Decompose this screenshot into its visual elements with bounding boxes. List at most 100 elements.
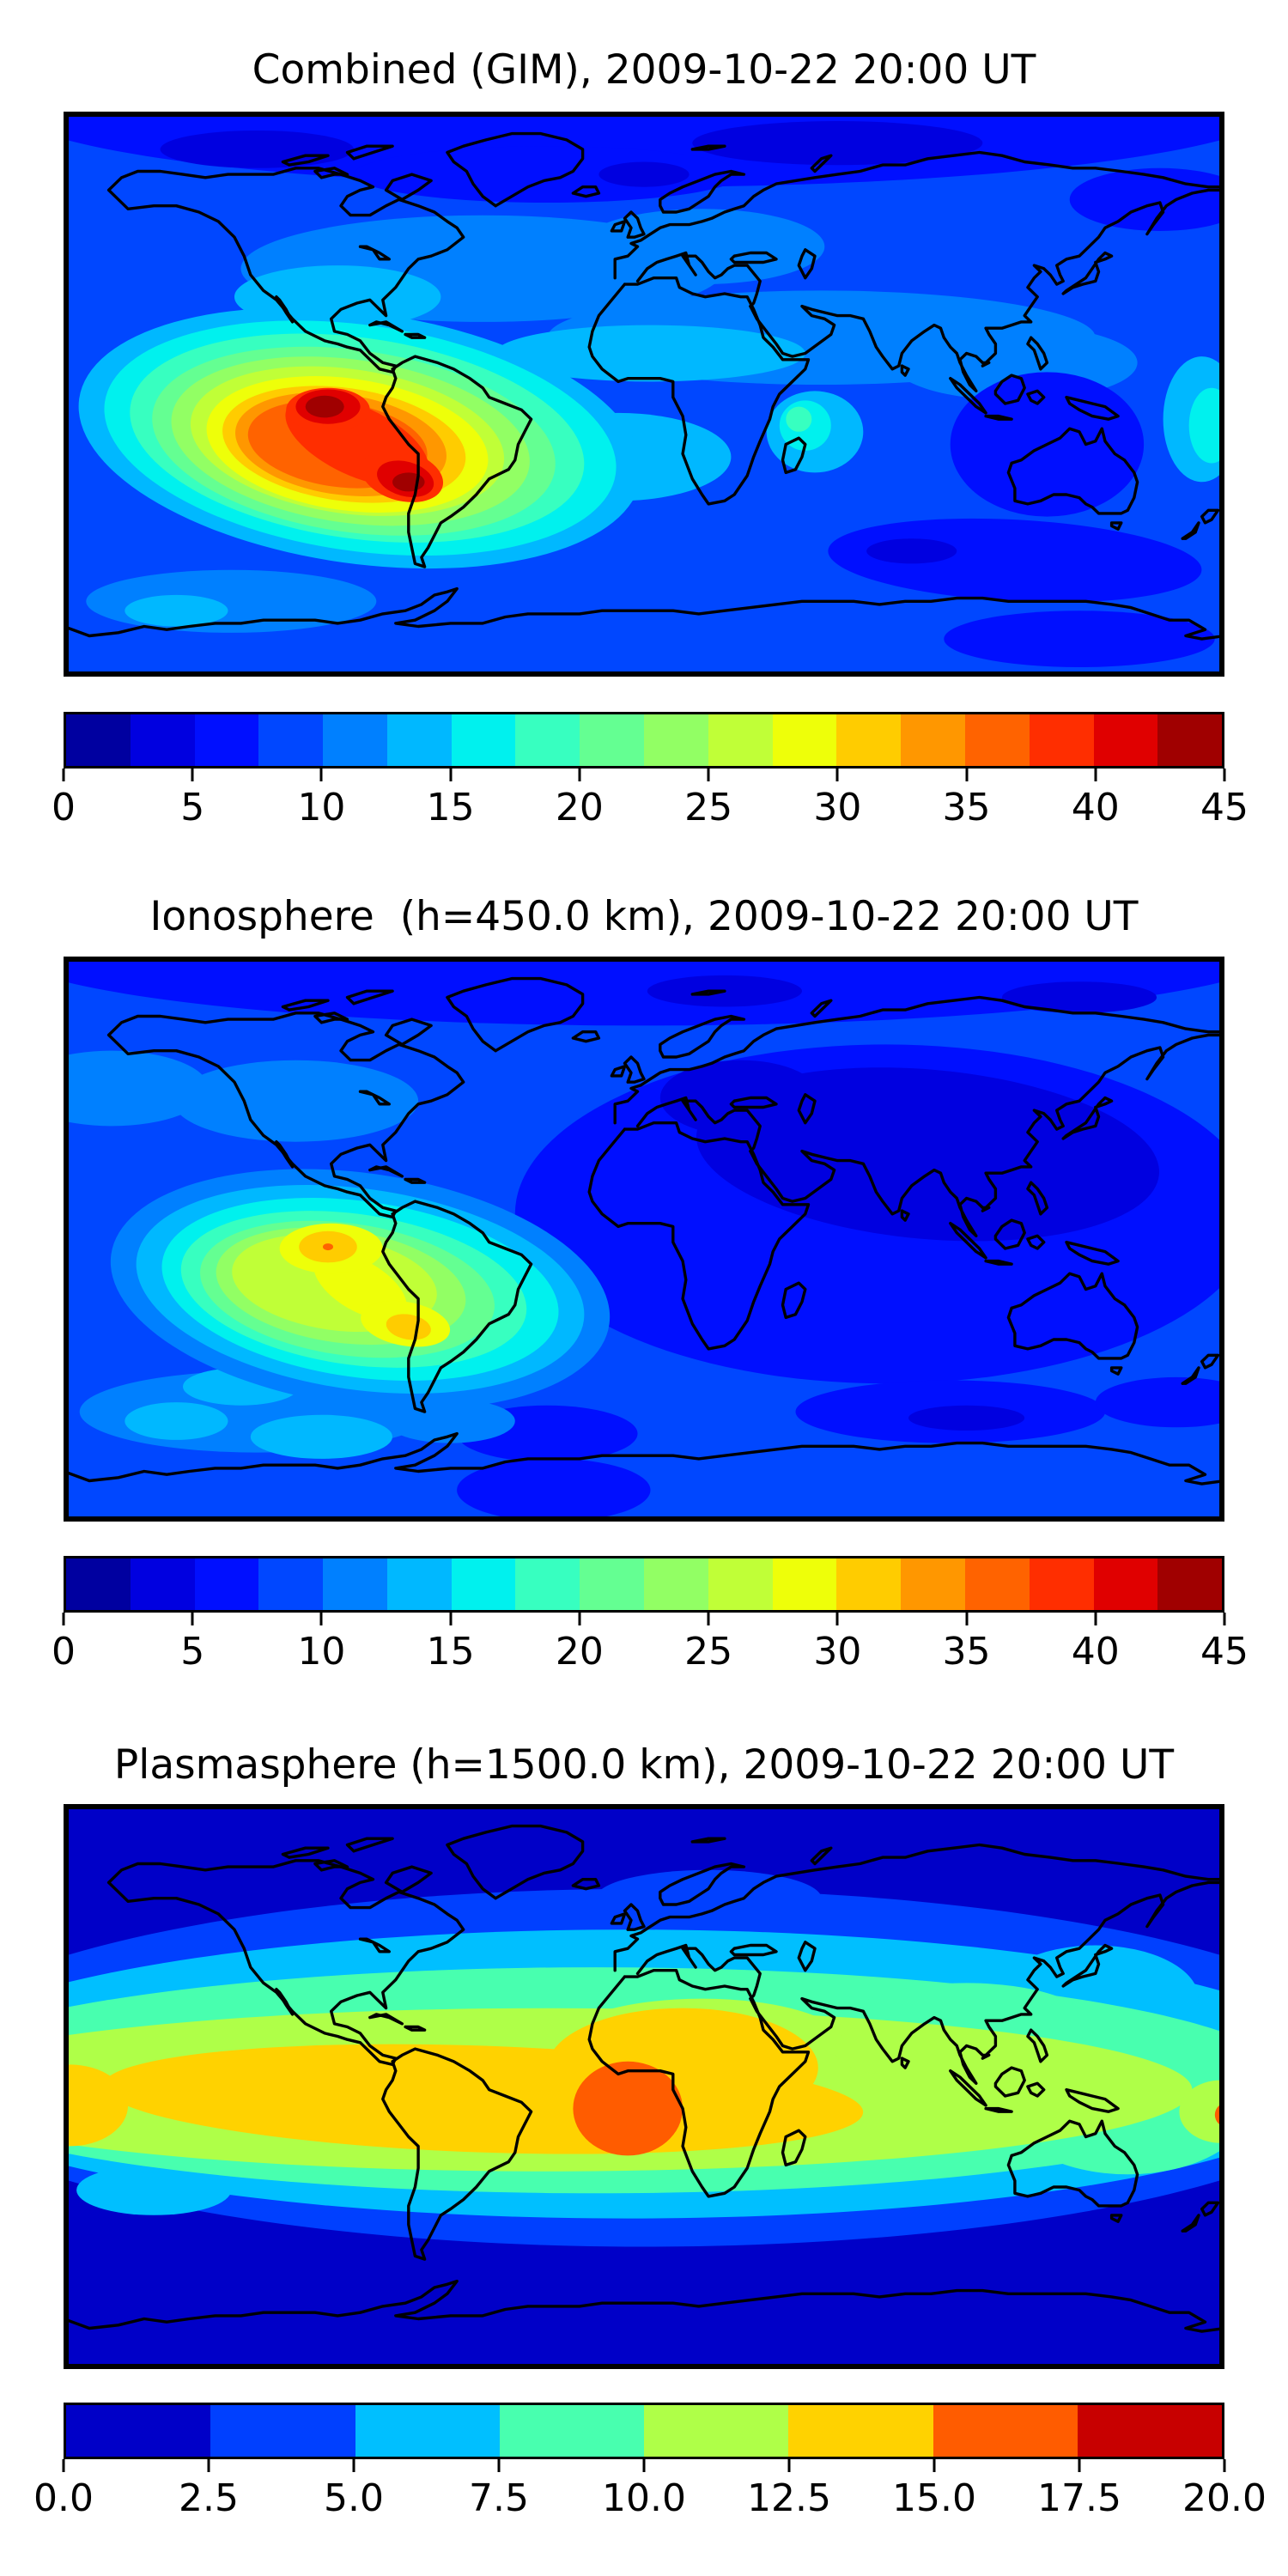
coastline xyxy=(404,2025,427,2032)
coastline xyxy=(623,1055,646,1084)
contour-region xyxy=(944,611,1215,667)
colorbar-segment xyxy=(1093,714,1158,766)
coastline xyxy=(345,989,394,1005)
colorbar-segment xyxy=(580,1558,645,1610)
colorbar-tick-label: 20.0 xyxy=(1182,2476,1267,2520)
colorbar-plasmasphere xyxy=(64,2403,1224,2459)
coastline xyxy=(1065,1241,1120,1266)
coastline xyxy=(949,2069,987,2107)
colorbar-segment xyxy=(772,1558,837,1610)
colorbar-tick-label: 10 xyxy=(297,1630,346,1674)
coastline xyxy=(64,1431,1224,1485)
colorbar-segment xyxy=(1157,1558,1223,1610)
colorbar-tick-label: 0 xyxy=(52,786,76,829)
contour-region xyxy=(250,1414,392,1459)
coastline xyxy=(384,1865,433,1894)
coastline xyxy=(587,1968,811,2198)
contour-region xyxy=(598,161,690,187)
colorbar-segment xyxy=(901,1558,965,1610)
colorbar-segment xyxy=(1093,1558,1158,1610)
coastline xyxy=(1200,2201,1220,2217)
colorbar-segment xyxy=(964,1558,1030,1610)
colorbar-segment xyxy=(386,1558,452,1610)
colorbar-tick-label: 10 xyxy=(297,786,346,829)
coastline xyxy=(690,989,726,996)
coastline xyxy=(690,1837,726,1844)
colorbar-combined-labels: 0 5 10 15 20 25 30 35 40 45 xyxy=(52,786,1249,835)
coastline xyxy=(729,251,778,264)
colorbar-tick xyxy=(449,769,453,781)
colorbar-tick xyxy=(1094,1613,1097,1625)
contour-region xyxy=(457,1458,651,1522)
coastline xyxy=(1026,2081,1046,2098)
colorbar-plasmasphere-labels: 0.0 2.5 5.0 7.5 10.0 12.5 15.0 17.5 20.0 xyxy=(33,2476,1267,2526)
coastline xyxy=(729,1943,778,1957)
coastline xyxy=(613,1843,1224,1972)
colorbar-tick-label: 45 xyxy=(1200,1630,1249,1674)
colorbar-tick-label: 20 xyxy=(555,786,604,829)
coastline xyxy=(1026,336,1049,371)
coastline xyxy=(984,414,1013,421)
coastline xyxy=(690,144,726,151)
colorbar-segment xyxy=(964,714,1030,766)
colorbar-tick xyxy=(642,2459,646,2472)
coastline xyxy=(446,131,585,208)
coastline xyxy=(1065,2088,1120,2113)
contour-region xyxy=(323,1243,333,1251)
colorbar-segment xyxy=(901,714,965,766)
coastline xyxy=(659,1014,746,1059)
contour-region xyxy=(386,1314,431,1340)
coastline xyxy=(1200,1353,1220,1370)
coastline xyxy=(381,1200,533,1413)
colorbar-tick xyxy=(835,1613,839,1625)
coastline xyxy=(797,248,817,280)
coastline xyxy=(1061,1096,1114,1140)
coastline xyxy=(1109,2214,1123,2223)
colorbar-tick xyxy=(62,769,65,781)
colorbar-tick xyxy=(578,1613,581,1625)
colorbar-segment xyxy=(1157,714,1223,766)
colorbar-segment xyxy=(355,2405,500,2457)
coastline xyxy=(623,1903,646,1931)
coastline xyxy=(64,2279,1224,2333)
coastline xyxy=(571,185,601,198)
coastline xyxy=(384,173,433,202)
colorbar-segment xyxy=(515,714,580,766)
contour-region xyxy=(908,1405,1025,1431)
colorbar-segment xyxy=(644,2405,789,2457)
colorbar-segment xyxy=(708,1558,773,1610)
contour-region xyxy=(1188,387,1224,464)
colorbar-tick xyxy=(319,1613,323,1625)
colorbar-segment xyxy=(130,714,195,766)
coastline xyxy=(1181,521,1200,540)
colorbar-tick xyxy=(578,769,581,781)
coastline xyxy=(810,999,833,1018)
colorbar-tick xyxy=(352,2459,355,2472)
contour-region xyxy=(495,325,805,382)
colorbar-segment xyxy=(836,1558,902,1610)
colorbar-segment xyxy=(66,2405,211,2457)
colorbar-tick-label: 25 xyxy=(684,1630,733,1674)
contour-region xyxy=(392,472,425,492)
contour-region xyxy=(786,406,812,432)
coastline xyxy=(635,251,762,308)
coastline xyxy=(949,377,987,415)
colorbar-segment xyxy=(130,1558,195,1610)
colorbar-combined-ticks xyxy=(62,769,1226,782)
coastline xyxy=(749,188,1224,392)
colorbar-tick xyxy=(1223,769,1226,781)
coastline xyxy=(635,1943,762,2001)
coastline xyxy=(358,245,391,261)
coastline xyxy=(797,1941,817,1972)
coastline xyxy=(993,2066,1026,2098)
coastline xyxy=(1006,1272,1139,1360)
colorbar-tick xyxy=(1223,2459,1226,2472)
coastline xyxy=(345,144,394,161)
coastline xyxy=(313,1859,349,1872)
coastline xyxy=(1026,1234,1046,1250)
contour-region xyxy=(125,1402,228,1440)
coastline xyxy=(1109,1366,1123,1376)
coastline xyxy=(446,976,585,1053)
colorbar-tick-label: 25 xyxy=(684,786,733,829)
colorbar-tick-label: 17.5 xyxy=(1037,2476,1121,2520)
